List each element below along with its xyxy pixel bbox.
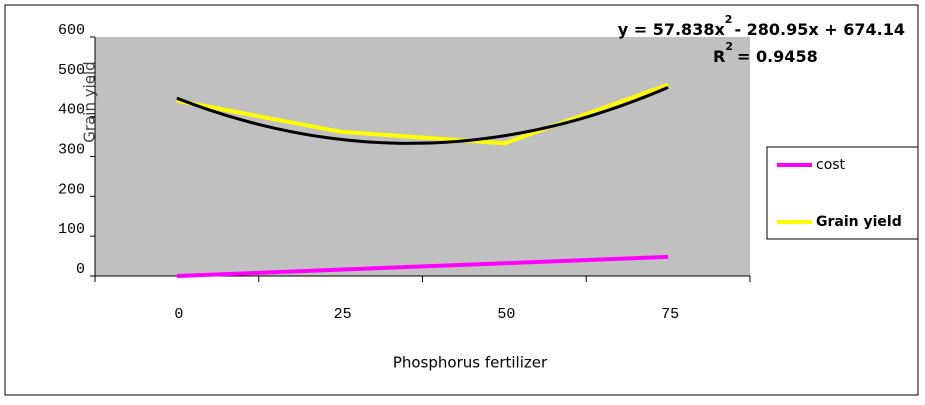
y-tick-label: 600 <box>58 22 85 39</box>
r-squared-part: = 0.9458 <box>737 47 818 66</box>
x-tick-label: 50 <box>497 306 515 323</box>
equation-part: - 280.95x + 674.14 <box>734 20 905 39</box>
r-squared: R2 = 0.9458 <box>713 40 818 66</box>
y-tick-label: 400 <box>58 102 85 119</box>
y-tick-label: 0 <box>76 261 85 278</box>
x-tick-label: 0 <box>174 306 183 323</box>
y-axis-title: Grain yield <box>81 61 99 142</box>
trend-equation: y = 57.838x2- 280.95x + 674.14 <box>618 13 905 39</box>
legend-label: cost <box>816 157 846 173</box>
series-line <box>176 82 669 146</box>
y-tick-label: 300 <box>58 141 85 158</box>
equation-part: 2 <box>725 13 733 26</box>
y-tick-label: 100 <box>58 221 85 238</box>
x-axis-title: Phosphorus fertilizer <box>393 354 548 372</box>
y-tick-label: 500 <box>58 62 85 79</box>
x-tick-label: 75 <box>661 306 679 323</box>
equation-part: y = 57.838x <box>618 20 726 39</box>
r-squared-part: R <box>713 47 725 66</box>
legend-label: Grain yield <box>816 214 902 230</box>
y-tick-label: 200 <box>58 181 85 198</box>
series-line <box>176 254 669 278</box>
r-squared-part: 2 <box>725 40 733 53</box>
trendline <box>176 85 669 145</box>
plot-area <box>95 37 750 276</box>
x-tick-label: 25 <box>334 306 352 323</box>
